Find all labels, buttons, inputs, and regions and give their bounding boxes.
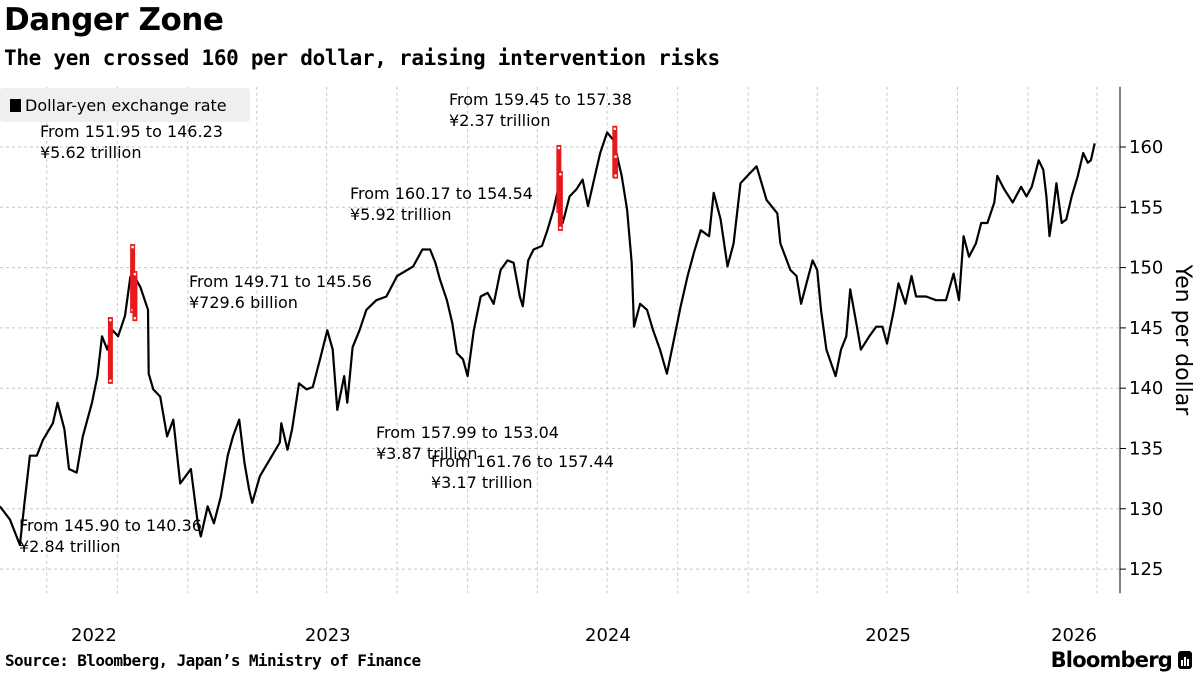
intervention-marker (109, 379, 112, 383)
annotation-range: From 159.45 to 157.38 (449, 90, 632, 109)
intervention-bar (132, 271, 138, 322)
annotation-amount: ¥3.87 trillion (376, 444, 477, 463)
intervention-marker (109, 318, 112, 322)
bloomberg-mark-icon (1178, 651, 1192, 669)
intervention-bar (557, 171, 563, 231)
annotation-range: From 157.99 to 153.04 (376, 423, 559, 442)
source-note: Source: Bloomberg, Japan’s Ministry of F… (5, 651, 421, 670)
bloomberg-logo: Bloomberg (1051, 648, 1192, 672)
legend: Dollar-yen exchange rate (0, 88, 250, 122)
logo-text: Bloomberg (1050, 648, 1173, 672)
x-tick-label: 2024 (585, 625, 631, 646)
annotation-range: From 161.76 to 157.44 (431, 452, 614, 471)
chart-title: Danger Zone (4, 2, 224, 38)
legend-swatch (10, 98, 21, 112)
y-tick-label: 140 (1129, 378, 1163, 399)
y-axis-title: Yen per dollar (1170, 264, 1195, 417)
intervention-marker (614, 155, 617, 158)
x-tick-label: 2023 (305, 625, 351, 646)
intervention-marker (613, 127, 617, 131)
annotation-range: From 149.71 to 145.56 (189, 272, 372, 291)
y-tick-label: 150 (1129, 258, 1163, 279)
y-tick-label: 155 (1129, 197, 1163, 218)
annotation-amount: ¥3.17 trillion (431, 473, 532, 492)
intervention-marker (614, 174, 617, 177)
x-tick-label: 2022 (71, 625, 117, 646)
intervention-bar (107, 317, 113, 384)
intervention-marker (131, 245, 134, 249)
intervention-marker (133, 272, 137, 276)
y-tick-label: 125 (1129, 559, 1163, 580)
series-line-dollar-yen (0, 131, 1096, 547)
annotation-range: From 160.17 to 154.54 (350, 184, 533, 203)
intervention-bar (613, 153, 619, 179)
intervention-marker (557, 146, 561, 150)
y-tick-label: 130 (1129, 499, 1163, 520)
annotation-amount: ¥2.84 trillion (19, 537, 120, 556)
y-tick-label: 145 (1129, 318, 1163, 339)
annotation-amount: ¥5.62 trillion (40, 143, 141, 162)
annotation-amount: ¥2.37 trillion (449, 111, 550, 130)
chart-subtitle: The yen crossed 160 per dollar, raising … (4, 46, 720, 70)
intervention-marker (559, 172, 562, 176)
intervention-marker (559, 226, 562, 230)
annotation-range: From 145.90 to 140.36 (19, 516, 202, 535)
plot-area (0, 125, 1096, 547)
annotation-amount: ¥729.6 billion (189, 293, 298, 312)
x-tick-label: 2026 (1051, 625, 1097, 646)
y-tick-label: 160 (1129, 137, 1163, 158)
intervention-marker (133, 316, 137, 320)
y-tick-label: 135 (1129, 439, 1163, 460)
axes: 125 130 135 140 145 150 155 160 Yen per dollar 20… (71, 86, 1195, 646)
annotations: From 145.90 to 140.36 ¥2.84 trillion From … (19, 90, 632, 556)
legend-label: Dollar-yen exchange rate (25, 95, 227, 115)
x-tick-label: 2025 (865, 625, 911, 646)
annotation-amount: ¥5.92 trillion (350, 205, 451, 224)
intervention-bar (612, 125, 618, 178)
annotation-range: From 151.95 to 146.23 (40, 122, 223, 141)
